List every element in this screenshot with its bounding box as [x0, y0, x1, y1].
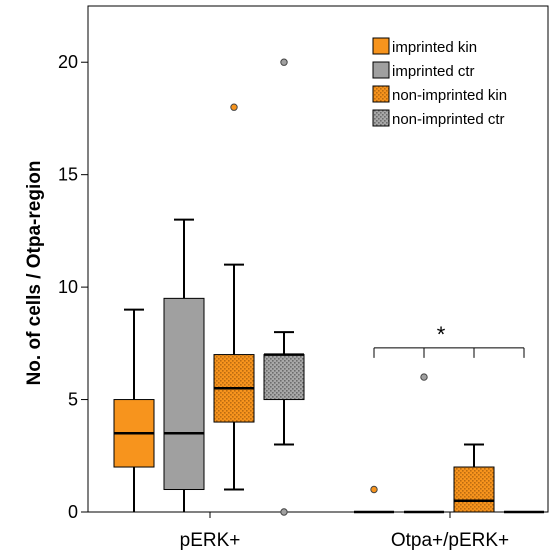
box-plot-item — [163, 218, 205, 512]
box-plot-item — [113, 308, 155, 512]
box-plot-item — [404, 373, 444, 514]
box — [263, 354, 305, 401]
legend-swatch — [372, 37, 390, 55]
y-axis-label: No. of cells / Otpa-region — [24, 161, 45, 386]
y-tick-label: 0 — [68, 502, 78, 522]
y-tick-label: 5 — [68, 390, 78, 410]
box-plot-item — [354, 485, 394, 514]
box-plot-item — [263, 58, 305, 516]
outlier-point — [370, 485, 378, 494]
axes: 0 5 10 15 20 pERK+ Otpa+/pERK+ — [58, 52, 509, 551]
x-category-label: pERK+ — [180, 530, 241, 551]
box — [163, 297, 205, 491]
outlier-point — [280, 58, 288, 66]
legend-label: imprinted kin — [392, 39, 477, 56]
box-plot-item — [213, 103, 255, 491]
annotation-layer: * — [373, 322, 525, 358]
box-plot-item — [453, 443, 495, 513]
box — [453, 466, 495, 513]
legend: imprinted kin imprinted ctr non-imprinted … — [372, 37, 507, 128]
legend-label: imprinted ctr — [392, 63, 475, 80]
outlier-point — [420, 373, 428, 381]
legend-swatch — [372, 61, 390, 79]
legend-label: non-imprinted ctr — [392, 111, 505, 128]
y-tick-label: 20 — [58, 52, 78, 72]
outlier-point — [280, 508, 288, 516]
y-tick-label: 15 — [58, 165, 78, 185]
y-tick-label: 10 — [58, 277, 78, 297]
legend-swatch — [372, 109, 390, 127]
significance-star: * — [437, 322, 446, 347]
boxes-layer — [113, 58, 544, 516]
outlier-point — [230, 103, 238, 111]
legend-swatch — [372, 85, 390, 103]
plot-frame — [87, 5, 549, 513]
x-category-label: Otpa+/pERK+ — [391, 530, 509, 551]
plot-border — [87, 5, 549, 513]
legend-label: non-imprinted kin — [392, 87, 507, 104]
